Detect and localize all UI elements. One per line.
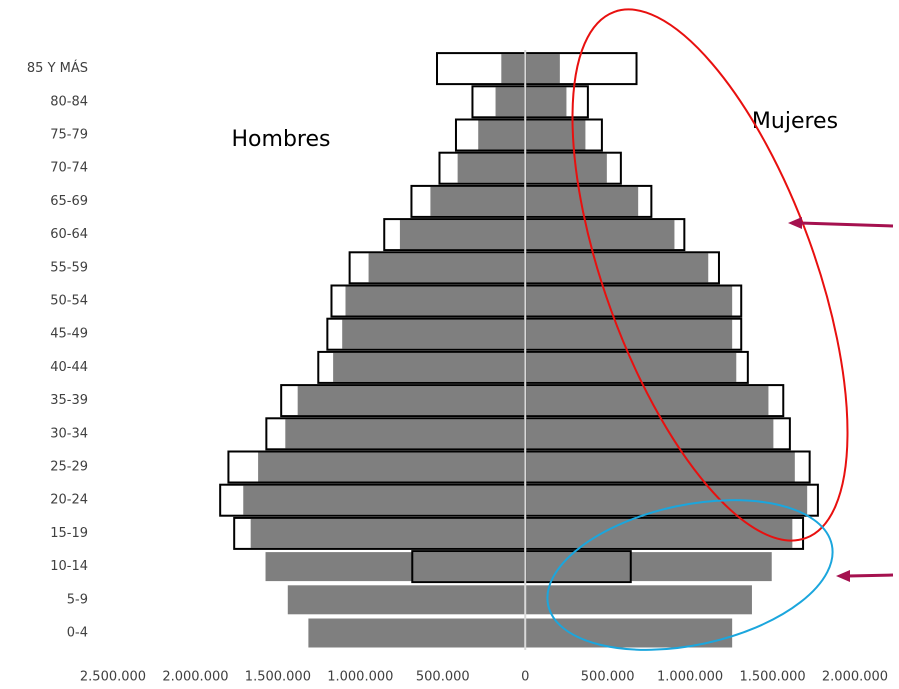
bar — [525, 518, 793, 548]
y-tick-label: 65-69 — [50, 194, 88, 209]
highlight-ellipse — [571, 8, 849, 542]
bar — [250, 518, 526, 548]
bar — [243, 485, 526, 515]
arrow — [847, 573, 894, 578]
annotation: Hombres — [232, 127, 331, 152]
y-tick-label: 15-19 — [50, 526, 88, 541]
y-tick-label: 20-24 — [50, 493, 88, 508]
y-tick-label: 5-9 — [67, 592, 88, 607]
y-tick-label: 10-14 — [50, 559, 88, 574]
y-tick-label: 45-49 — [50, 327, 88, 342]
y-tick-label: 85 Y MÁS — [27, 60, 88, 76]
y-tick-label: 50-54 — [50, 294, 88, 309]
bar — [525, 54, 560, 84]
annotation: Mujeres — [752, 109, 838, 134]
x-tick-label: 500.000 — [416, 670, 470, 685]
bar — [495, 87, 526, 117]
bar — [525, 253, 709, 283]
bar — [525, 153, 607, 183]
x-tick-label: 500.000 — [581, 670, 635, 685]
y-tick-label: 35-39 — [50, 393, 88, 408]
highlight-ellipse — [546, 499, 834, 651]
bar — [265, 552, 526, 582]
bar — [285, 419, 526, 449]
bar — [525, 319, 733, 349]
y-tick-label: 70-74 — [50, 161, 88, 176]
x-tick-label: 1.500.000 — [245, 670, 311, 685]
bar — [368, 253, 526, 283]
bar — [287, 585, 526, 615]
x-tick-label: 1.000.000 — [327, 670, 393, 685]
y-tick-label: 30-34 — [50, 426, 88, 441]
x-tick-label: 2.000.000 — [162, 670, 228, 685]
y-tick-label: 75-79 — [50, 128, 88, 143]
arrow — [799, 221, 894, 228]
bar — [333, 352, 526, 382]
bar — [501, 54, 526, 84]
bar — [525, 87, 567, 117]
y-tick-label: 60-64 — [50, 227, 88, 242]
y-tick-label: 25-29 — [50, 460, 88, 475]
bar — [525, 552, 772, 582]
bar — [525, 120, 586, 150]
bar — [478, 120, 526, 150]
x-tick-label: 0 — [521, 670, 529, 685]
bar — [525, 220, 675, 250]
bar — [430, 186, 526, 216]
x-tick-label: 1.000.000 — [657, 670, 723, 685]
bar — [297, 386, 526, 416]
bar — [525, 585, 752, 615]
x-tick-label: 2.500.000 — [80, 670, 146, 685]
bar — [525, 452, 795, 482]
y-tick-label: 40-44 — [50, 360, 88, 375]
x-tick-label: 2.000.000 — [822, 670, 888, 685]
bar — [342, 319, 526, 349]
bar — [525, 618, 733, 648]
bar — [525, 419, 774, 449]
x-tick-label: 1.500.000 — [739, 670, 805, 685]
y-tick-label: 80-84 — [50, 94, 88, 109]
arrow-head — [836, 570, 850, 582]
bar — [308, 618, 526, 648]
y-tick-label: 55-59 — [50, 260, 88, 275]
bar — [345, 286, 526, 316]
bar — [457, 153, 526, 183]
bar — [399, 220, 526, 250]
bar — [258, 452, 526, 482]
bar — [525, 286, 733, 316]
bars — [219, 50, 819, 650]
y-tick-label: 0-4 — [67, 626, 88, 641]
arrow-head — [788, 217, 802, 229]
bar — [525, 485, 808, 515]
